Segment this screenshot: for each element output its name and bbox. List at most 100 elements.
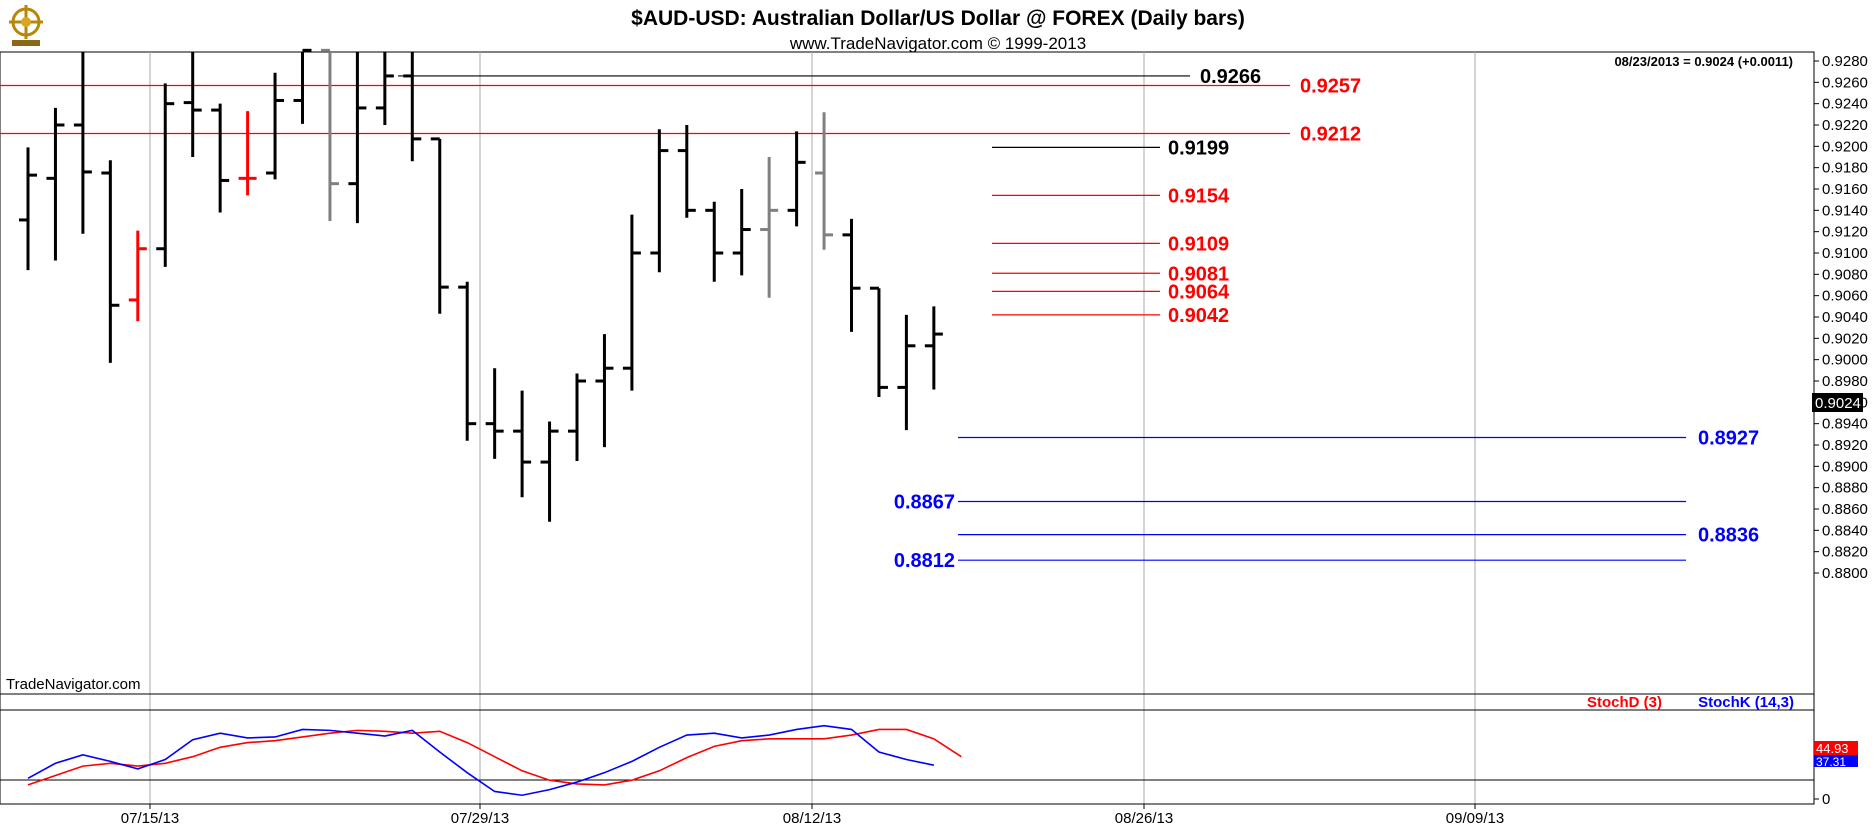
ohlc-bar bbox=[458, 281, 477, 441]
price-tick-label: 0.9220 bbox=[1822, 117, 1868, 134]
ohlc-bar bbox=[622, 214, 641, 391]
last-price-label: 0.9024 bbox=[1815, 395, 1861, 412]
ohlc-bar bbox=[348, 52, 367, 224]
price-tick-label: 0.9200 bbox=[1822, 138, 1868, 155]
price-tick-label: 0.9280 bbox=[1822, 53, 1868, 70]
date-tick-label: 07/15/13 bbox=[121, 810, 179, 827]
level-label: 0.9199 bbox=[1168, 137, 1229, 159]
ohlc-bar bbox=[73, 52, 92, 234]
date-axis: 07/15/13 07/29/13 08/12/13 08/26/13 09/09/13 bbox=[121, 804, 1504, 827]
price-axis: 0.9280 0.9260 0.9240 0.9220 0.9200 0.9180 0.91… bbox=[1813, 52, 1868, 694]
last-price-box bbox=[1812, 393, 1863, 412]
level-label: 0.9266 bbox=[1200, 66, 1261, 88]
stoch-legend-k: StochK (14,3) bbox=[1698, 694, 1794, 711]
level-label: 0.8812 bbox=[894, 550, 955, 572]
price-tick-label: 0.9100 bbox=[1822, 245, 1868, 262]
ohlc-bar bbox=[183, 52, 202, 157]
level-label: 0.9154 bbox=[1168, 185, 1230, 207]
stoch-series-line bbox=[27, 724, 935, 797]
bars-layer bbox=[19, 48, 943, 522]
ohlc-bar bbox=[897, 314, 916, 431]
ohlc-bar bbox=[869, 286, 888, 397]
stoch-k-last-label: 37.31 bbox=[1816, 755, 1846, 769]
ohlc-bar bbox=[375, 52, 394, 125]
stoch-tick-label: 0 bbox=[1822, 791, 1830, 808]
ohlc-bar bbox=[650, 129, 669, 273]
price-tick-label: 0.8940 bbox=[1822, 416, 1868, 433]
ohlc-bar bbox=[266, 72, 285, 180]
price-tick-label: 0.8900 bbox=[1822, 458, 1868, 475]
level-label: 0.9042 bbox=[1168, 305, 1229, 327]
price-tick-label: 0.9240 bbox=[1822, 96, 1868, 113]
level-label: 0.9109 bbox=[1168, 233, 1229, 255]
price-tick-label: 0.8840 bbox=[1822, 522, 1868, 539]
ohlc-bar bbox=[293, 48, 312, 124]
title-area: $AUD-USD: Australian Dollar/US Dollar @ … bbox=[631, 7, 1793, 69]
date-tick-label: 07/29/13 bbox=[451, 810, 509, 827]
level-label: 0.9064 bbox=[1168, 281, 1230, 303]
price-tick-label: 0.9120 bbox=[1822, 224, 1868, 241]
level-label: 0.9081 bbox=[1168, 263, 1229, 285]
ohlc-bar bbox=[787, 131, 806, 227]
ohlc-bar bbox=[595, 334, 614, 448]
ohlc-bar bbox=[46, 107, 65, 261]
ohlc-bar bbox=[842, 218, 861, 332]
ohlc-bar bbox=[156, 83, 175, 267]
ohlc-bar bbox=[211, 103, 230, 213]
watermark: TradeNavigator.com bbox=[6, 676, 141, 693]
stoch-legend-d: StochD (3) bbox=[1587, 694, 1662, 711]
ohlc-bar bbox=[513, 390, 532, 498]
quote-readout: 08/23/2013 = 0.9024 (+0.0011) bbox=[1614, 54, 1793, 69]
price-grid bbox=[149, 52, 1476, 804]
last-price-marker: 0.9024 bbox=[1812, 393, 1863, 412]
ohlc-bar bbox=[238, 111, 257, 196]
ohlc-bar bbox=[430, 137, 449, 314]
price-tick-label: 0.8980 bbox=[1822, 373, 1868, 390]
price-tick-label: 0.9160 bbox=[1822, 181, 1868, 198]
price-tick-label: 0.8860 bbox=[1822, 501, 1868, 518]
price-tick-label: 0.9000 bbox=[1822, 352, 1868, 369]
ohlc-bar bbox=[760, 157, 779, 298]
stochastic-lines bbox=[27, 724, 962, 797]
ohlc-bar bbox=[815, 112, 834, 250]
price-tick-label: 0.9020 bbox=[1822, 330, 1868, 347]
ohlc-bar bbox=[128, 230, 147, 322]
price-tick-label: 0.9040 bbox=[1822, 309, 1868, 326]
date-tick-label: 09/09/13 bbox=[1446, 810, 1504, 827]
price-tick-label: 0.8820 bbox=[1822, 544, 1868, 561]
ohlc-bar bbox=[924, 306, 943, 390]
level-label: 0.8836 bbox=[1698, 525, 1759, 547]
ohlc-bar bbox=[101, 160, 120, 363]
ohlc-bar bbox=[320, 48, 339, 221]
level-label: 0.9257 bbox=[1300, 76, 1361, 98]
ohlc-bar bbox=[540, 421, 559, 522]
ohlc-bar bbox=[677, 125, 696, 218]
price-pane: 0.9280 0.9260 0.9240 0.9220 0.9200 0.9180 0.91… bbox=[0, 48, 1868, 804]
stoch-d-last-label: 44.93 bbox=[1816, 741, 1849, 756]
ohlc-bar bbox=[732, 189, 751, 276]
price-tick-label: 0.9080 bbox=[1822, 266, 1868, 283]
price-tick-label: 0.8880 bbox=[1822, 480, 1868, 497]
stoch-d-last-box bbox=[1814, 741, 1858, 755]
level-label: 0.8927 bbox=[1698, 428, 1759, 450]
stoch-last-values: 44.93 37.31 bbox=[1814, 741, 1858, 769]
chart-subtitle: www.TradeNavigator.com © 1999-2013 bbox=[789, 34, 1086, 53]
price-tick-label: 0.9060 bbox=[1822, 288, 1868, 305]
ohlc-bar bbox=[485, 368, 504, 459]
price-tick-label: 0.9260 bbox=[1822, 74, 1868, 91]
date-tick-label: 08/12/13 bbox=[783, 810, 841, 827]
ohlc-bar bbox=[403, 52, 422, 162]
stochastic-pane: StochD (3) StochK (14,3) 500 44.93 37.31 bbox=[0, 693, 1858, 808]
stoch-k-last-box bbox=[1814, 755, 1858, 767]
price-tick-label: 0.8800 bbox=[1822, 565, 1868, 582]
stoch-series-line bbox=[27, 728, 962, 786]
ohlc-bar bbox=[19, 147, 37, 271]
price-tick-label: 0.9140 bbox=[1822, 202, 1868, 219]
price-tick-label: 0.9180 bbox=[1822, 160, 1868, 177]
logo-icon bbox=[4, 2, 48, 48]
level-label: 0.9212 bbox=[1300, 124, 1361, 146]
chart-title: $AUD-USD: Australian Dollar/US Dollar @ … bbox=[631, 7, 1245, 30]
ohlc-bar bbox=[568, 373, 586, 461]
